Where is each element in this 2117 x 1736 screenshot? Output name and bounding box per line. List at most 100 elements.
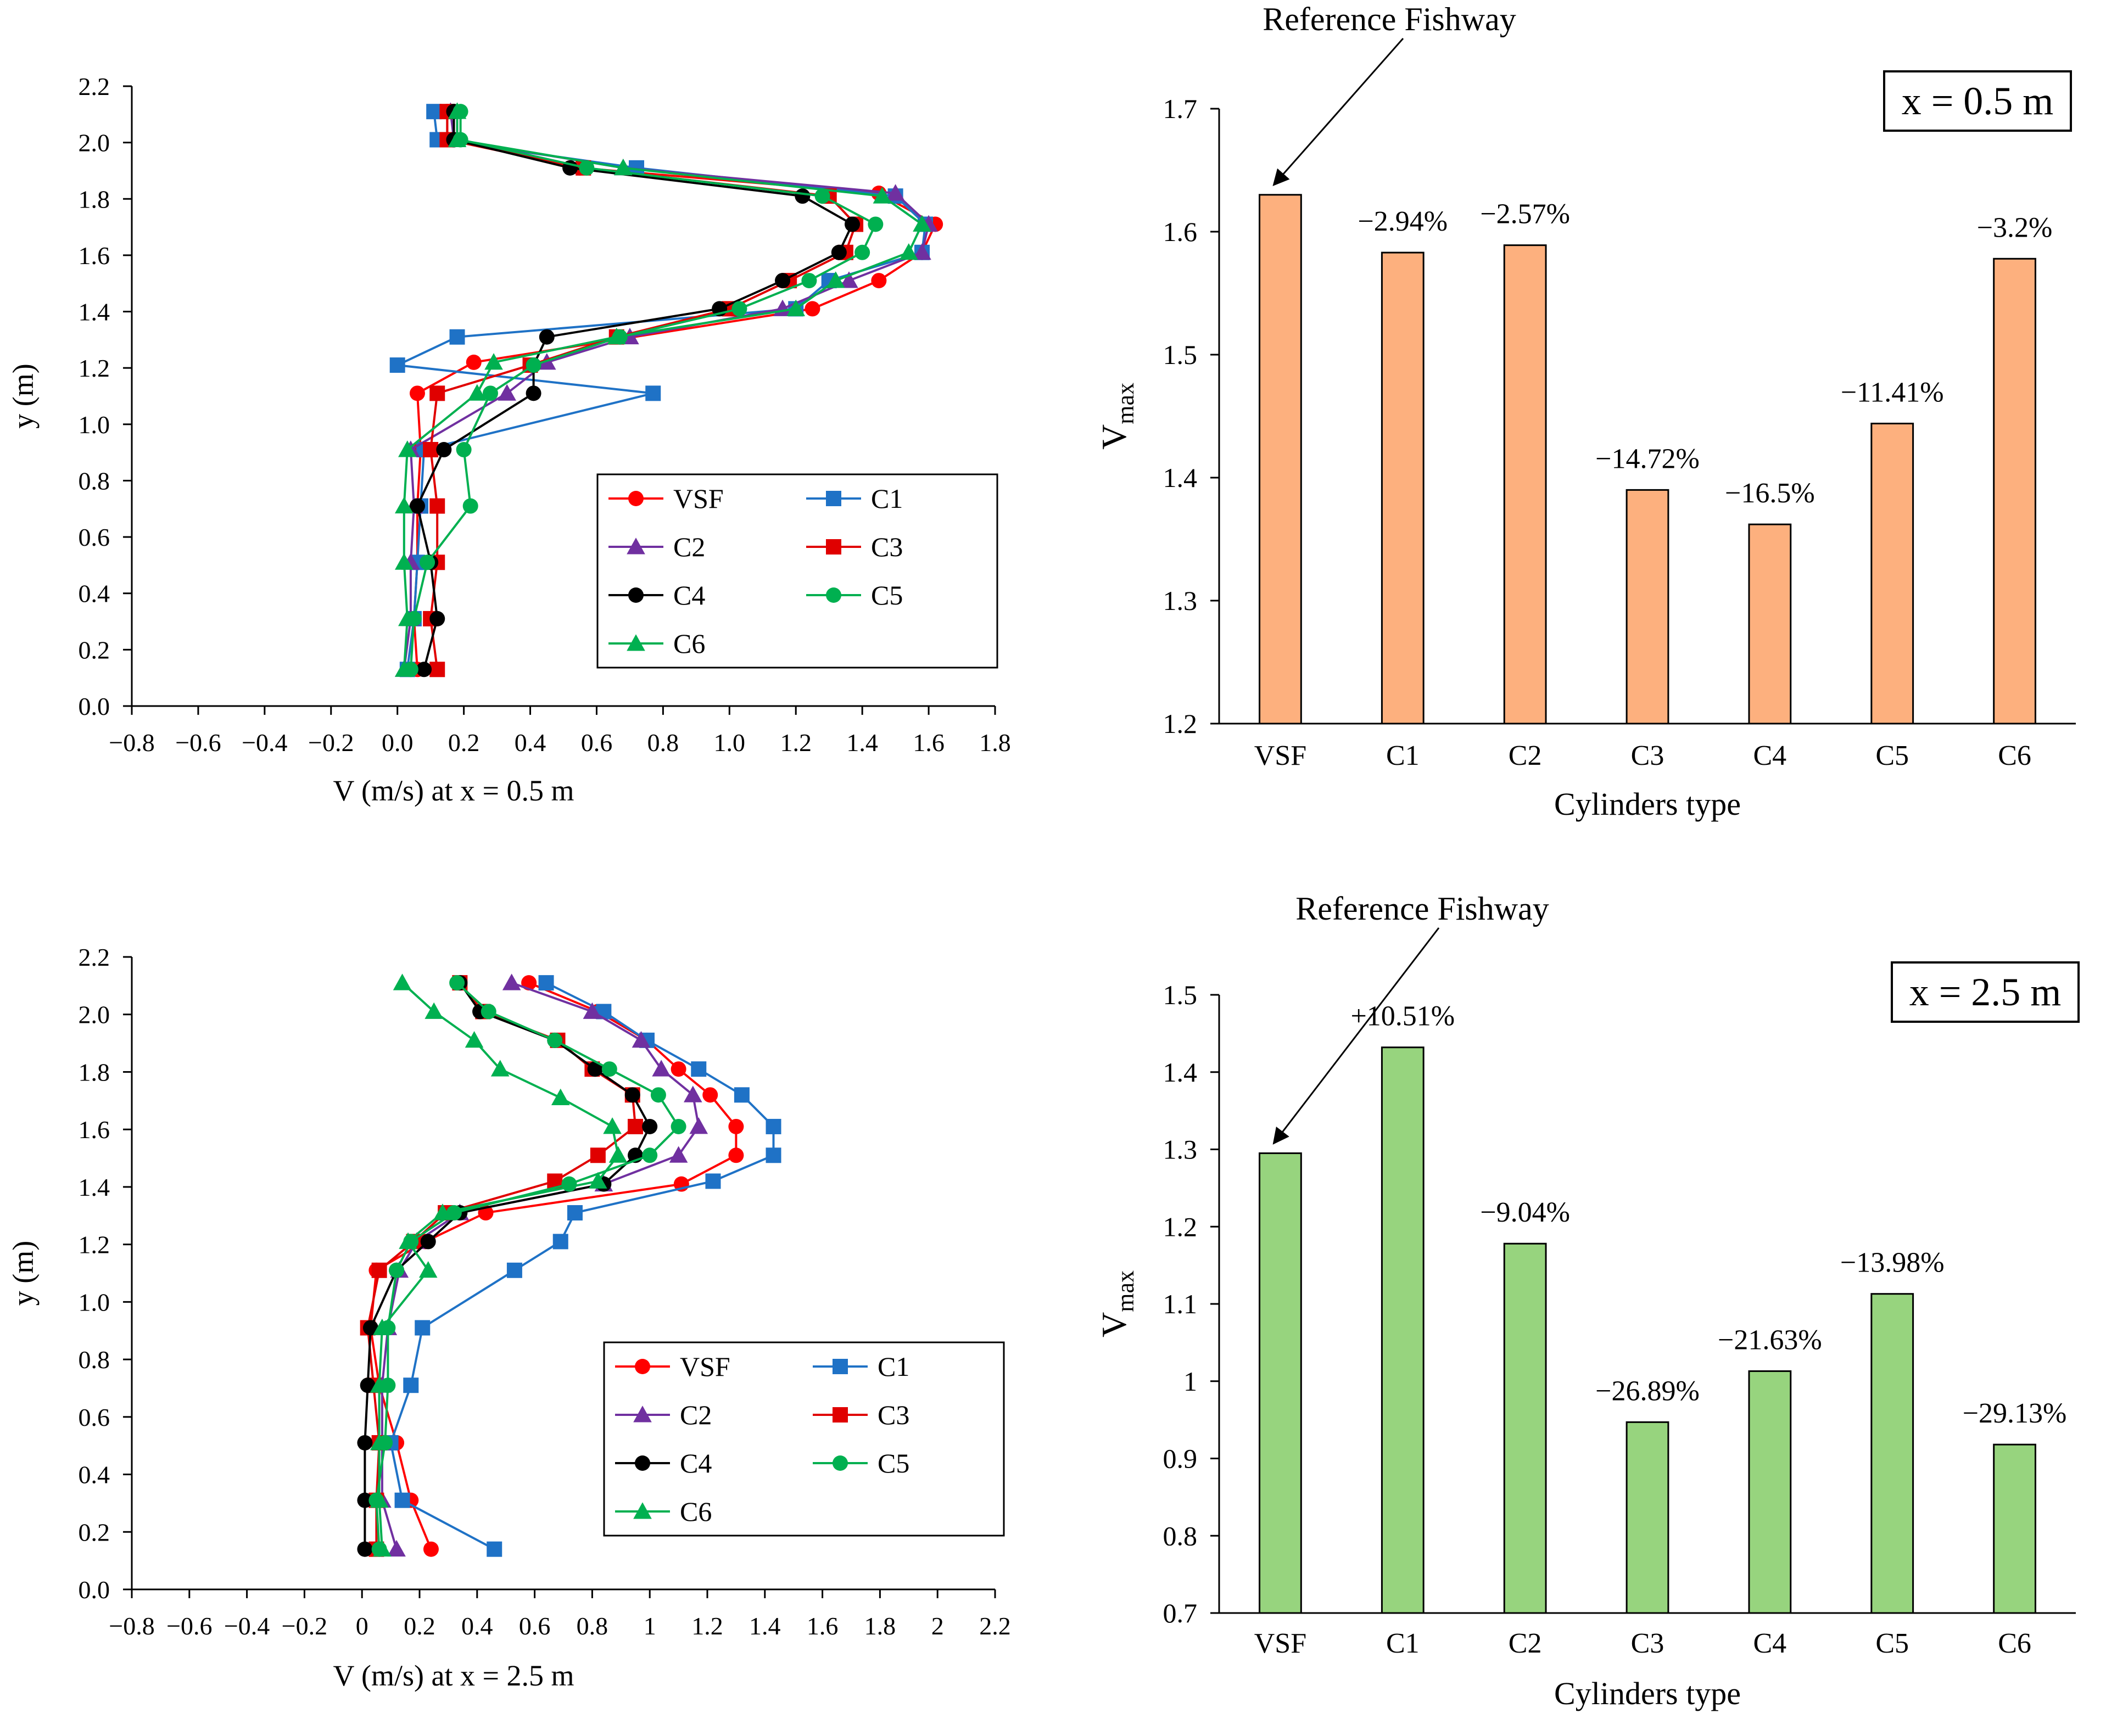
data-point xyxy=(360,1377,376,1393)
bar-c4 xyxy=(1748,523,1792,725)
series-line xyxy=(378,982,619,1549)
data-point xyxy=(357,1435,373,1451)
data-point xyxy=(913,243,931,260)
data-point xyxy=(409,498,425,514)
data-point xyxy=(403,1377,419,1393)
x-tick-label: 1.0 xyxy=(714,729,746,757)
data-point xyxy=(370,1376,389,1393)
series-c6 xyxy=(370,973,628,1557)
legend: VSF C1 C2 C3 C4 C5 C6 xyxy=(596,473,998,669)
y-tick-label: 0.7 xyxy=(1163,1598,1198,1628)
y-tick-label: 1.6 xyxy=(79,242,110,270)
data-point xyxy=(642,1118,658,1134)
legend-item-c1: C1 xyxy=(813,1351,909,1382)
x-tick-label: 1.8 xyxy=(864,1612,896,1640)
bar-data-label: −2.94% xyxy=(1358,206,1448,237)
data-point xyxy=(728,1147,744,1163)
category-label: C6 xyxy=(1998,740,2031,771)
legend-label: C2 xyxy=(673,531,705,562)
data-point xyxy=(601,1061,617,1077)
y-tick-label: 1.4 xyxy=(79,298,110,326)
category-label: C3 xyxy=(1631,740,1664,771)
x-tick-label: 0.0 xyxy=(382,729,414,757)
data-point xyxy=(871,273,887,289)
data-point xyxy=(433,1203,452,1220)
y-tick-label: 1.1 xyxy=(1163,1289,1198,1319)
y-axis-title: Vmax xyxy=(1094,1270,1139,1337)
bar-data-label: −3.2% xyxy=(1977,212,2053,243)
y-tick-label: 1.0 xyxy=(79,1288,110,1316)
data-point xyxy=(775,273,791,289)
data-point xyxy=(398,440,417,457)
profile-chart-x05: −0.8 −0.6 −0.4 −0.2 0.0 0.2 0.4 0.6 0.8 1.0 1.2 1.4… xyxy=(7,72,1011,807)
legend-item-c5: C5 xyxy=(806,580,903,611)
data-point xyxy=(394,553,414,570)
legend-label: C3 xyxy=(878,1399,909,1430)
bar-chart-x05: 1.2 1.3 1.4 1.5 1.6 1.7 VSF C1 −2.94% C2 −2.57% C3 −… xyxy=(1094,1,2076,822)
data-point xyxy=(590,1147,606,1163)
legend-label: C1 xyxy=(871,483,903,514)
x-tick-label: 0.6 xyxy=(519,1612,551,1640)
legend-marker xyxy=(633,1502,652,1519)
legend-item-vsf: VSF xyxy=(608,483,724,514)
y-axis-title-sub: max xyxy=(1112,383,1139,424)
data-point xyxy=(826,271,845,288)
legend-label: C4 xyxy=(680,1448,712,1479)
bar-c5 xyxy=(1870,422,1914,725)
y-tick-label: 2.0 xyxy=(79,129,110,157)
data-point xyxy=(526,357,541,373)
y-tick-label: 1.0 xyxy=(79,411,110,439)
x-tick-label: 0 xyxy=(356,1612,368,1640)
data-point xyxy=(429,498,445,514)
legend-marker xyxy=(833,1359,848,1374)
profile-chart-x25: −0.8 −0.6 −0.4 −0.2 0 0.2 0.4 0.6 0.8 1 1.2 1.4 1.6 1… xyxy=(7,943,1011,1692)
y-tick-label: 1.6 xyxy=(1163,216,1198,247)
bar-c3 xyxy=(1626,489,1669,725)
data-point xyxy=(482,385,498,401)
legend-marker xyxy=(635,1359,650,1374)
data-point xyxy=(409,385,425,401)
series-c1 xyxy=(383,975,781,1557)
data-point xyxy=(913,215,931,232)
y-tick-label: 0.9 xyxy=(1163,1443,1198,1474)
data-point xyxy=(456,442,472,458)
data-point xyxy=(418,1261,438,1278)
legend-marker xyxy=(628,491,644,506)
data-point xyxy=(429,611,445,626)
y-tick-label: 0.6 xyxy=(79,523,110,551)
data-point xyxy=(689,1117,708,1134)
bar-c2 xyxy=(1503,1242,1547,1614)
x-tick-label: 0.4 xyxy=(461,1612,493,1640)
y-tick-label: 1.6 xyxy=(79,1116,110,1144)
legend-marker xyxy=(833,1407,848,1423)
data-point xyxy=(734,1087,750,1103)
data-point xyxy=(373,1539,392,1557)
y-axis-title: y (m) xyxy=(7,1241,40,1306)
data-point xyxy=(387,1539,406,1557)
legend-item-c3: C3 xyxy=(813,1399,909,1430)
data-point xyxy=(449,329,465,345)
data-point xyxy=(567,1205,583,1221)
bar-data-label: −14.72% xyxy=(1595,443,1700,474)
series-c6 xyxy=(394,102,931,677)
y-tick-label: 1.3 xyxy=(1163,585,1198,616)
x-tick-label: 0.4 xyxy=(515,729,546,757)
y-axis-title-main: V xyxy=(1094,1312,1133,1337)
data-point xyxy=(389,1262,405,1278)
legend-marker xyxy=(826,587,841,603)
y-tick-label: 2.2 xyxy=(79,72,110,100)
data-point xyxy=(801,273,817,289)
bar-data-label: −2.57% xyxy=(1480,199,1570,230)
data-point xyxy=(466,354,482,370)
data-point xyxy=(370,1433,389,1451)
legend-frame xyxy=(596,473,998,669)
data-point xyxy=(357,1541,373,1557)
data-point xyxy=(795,188,811,204)
data-point xyxy=(766,1147,781,1163)
y-tick-label: 0.2 xyxy=(79,1518,110,1546)
data-point xyxy=(642,1147,658,1163)
y-tick-label: 1.2 xyxy=(1163,1211,1198,1242)
legend-item-c1: C1 xyxy=(806,483,903,514)
x-axis-title: V (m/s) at x = 2.5 m xyxy=(333,1659,574,1692)
